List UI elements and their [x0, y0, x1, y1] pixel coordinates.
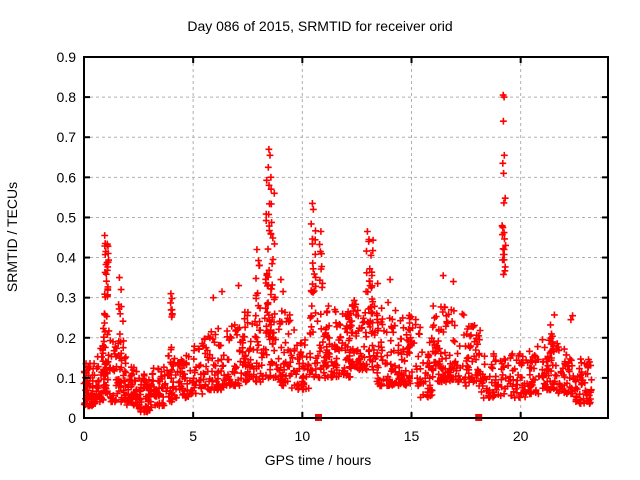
y-tick-label: 0.6 — [57, 169, 77, 185]
scatter-points — [80, 91, 595, 416]
x-tick-label: 15 — [404, 428, 420, 444]
y-tick-label: 0.8 — [57, 89, 77, 105]
axis-ticks — [83, 56, 608, 419]
x-tick-label: 0 — [80, 428, 88, 444]
y-tick-label: 0.4 — [57, 250, 77, 266]
y-tick-label: 0 — [68, 410, 76, 426]
x-tick-label: 20 — [513, 428, 529, 444]
y-tick-label: 0.2 — [57, 330, 77, 346]
x-axis-label: GPS time / hours — [265, 452, 372, 468]
tick-labels: 0 5 10 15 20 0 0.1 0.2 0.3 0.4 0.5 0.6 0.7 0.8 0.9 — [57, 49, 529, 444]
plot-border — [83, 56, 609, 419]
x-tick-label: 10 — [295, 428, 311, 444]
y-tick-label: 0.9 — [57, 49, 77, 65]
y-tick-label: 0.3 — [57, 290, 77, 306]
y-axis-label: SRMTID / TECUs — [4, 182, 20, 292]
y-tick-label: 0.7 — [57, 129, 77, 145]
x-tick-label: 5 — [189, 428, 197, 444]
chart-title: Day 086 of 2015, SRMTID for receiver ori… — [187, 18, 452, 34]
y-tick-label: 0.1 — [57, 370, 77, 386]
y-tick-label: 0.5 — [57, 209, 77, 225]
grid-lines — [84, 57, 608, 418]
